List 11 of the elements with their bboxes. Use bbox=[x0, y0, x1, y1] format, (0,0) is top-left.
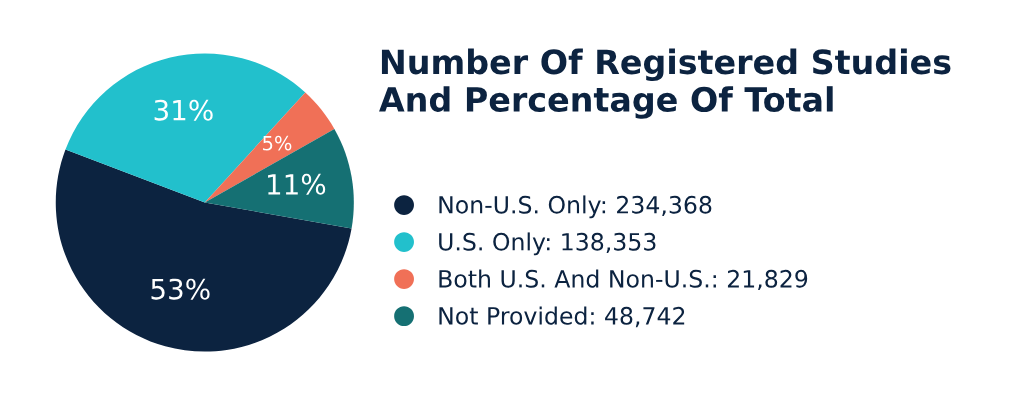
data-label: 53% bbox=[151, 278, 210, 300]
legend-label: Not Provided: 48,742 bbox=[439, 306, 685, 328]
data-label: 5% bbox=[263, 135, 292, 151]
legend-label: U.S. Only: 138,353 bbox=[439, 232, 656, 256]
chart-title: Number Of Registered Studies And Percentage Of Total bbox=[379, 48, 951, 119]
data-label: 11% bbox=[268, 173, 326, 195]
legend-label: Both U.S. And Non-U.S.: 21,829 bbox=[439, 269, 808, 291]
pie-slice bbox=[204, 128, 354, 229]
data-label: 31% bbox=[154, 99, 213, 121]
pie-slice bbox=[55, 149, 352, 352]
legend-label: Non-U.S. Only: 234,368 bbox=[439, 195, 712, 219]
